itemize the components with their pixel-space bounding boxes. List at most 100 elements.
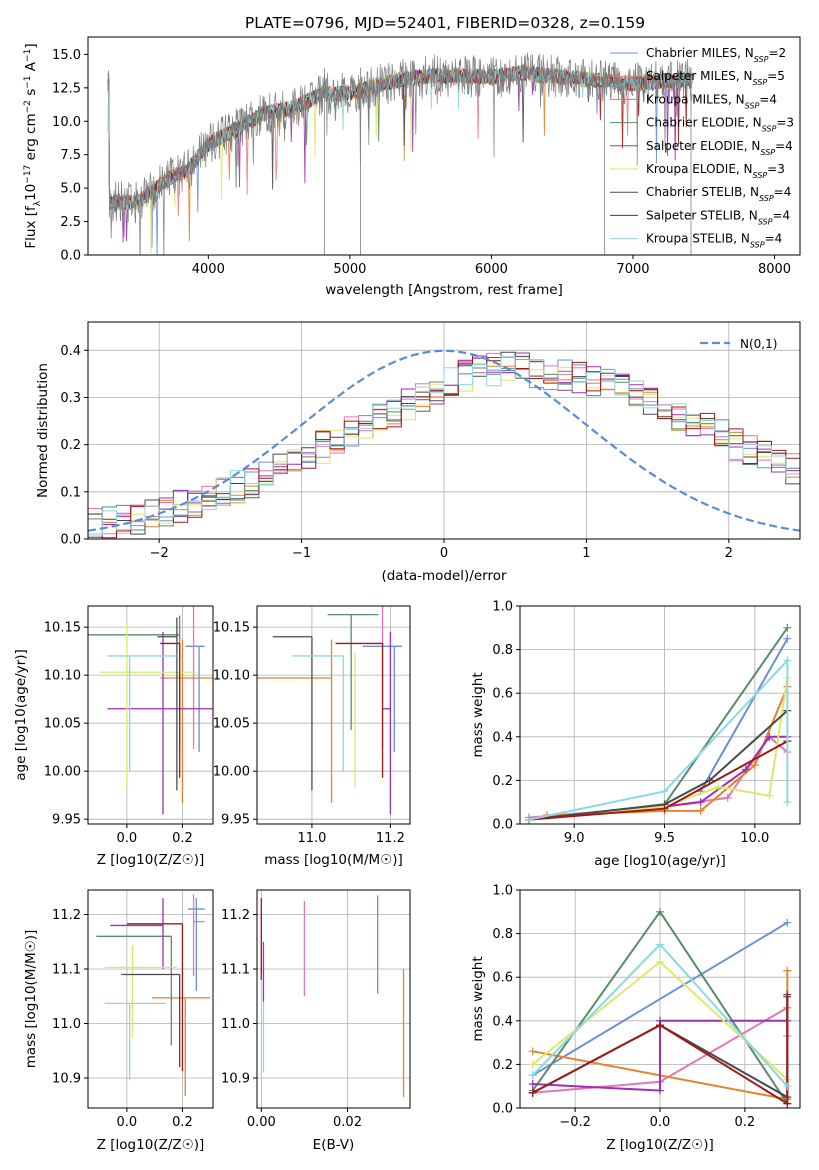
mass-weight-marker: [656, 907, 664, 916]
y-tick-label: 11.2: [221, 908, 250, 923]
legend-entry: Kroupa STELIB, NSSP=4: [646, 232, 782, 250]
y-tick-label: 11.1: [52, 963, 81, 978]
mass-weight-line: [532, 921, 788, 1077]
spectrum-panel: 4000 5000 6000 7000 8000 0.0 2.5 5.0 7.5 10.0 12.5…: [23, 36, 801, 298]
legend-entry: Salpeter MILES, NSSP=5: [646, 69, 785, 87]
x-tick-label: −1: [292, 546, 311, 561]
y-axis-label: Normed distribution: [35, 363, 51, 498]
y-tick-label: 10.05: [44, 717, 81, 732]
y-tick-label: 0.2: [492, 774, 513, 789]
axes-frame: [87, 889, 214, 1109]
x-tick-label: 0.2: [172, 1115, 193, 1130]
legend-entry: Chabrier MILES, NSSP=2: [646, 46, 786, 64]
y-tick-label: 2.5: [60, 215, 81, 230]
legend-entry: Kroupa MILES, NSSP=4: [646, 92, 777, 110]
residual-histogram-line: [88, 356, 800, 539]
mass-weight-marker: [660, 804, 669, 813]
legend-entry: Salpeter STELIB, NSSP=4: [646, 208, 790, 226]
x-tick-label: 0.0: [650, 1115, 671, 1130]
y-tick-label: 12.5: [52, 81, 81, 96]
y-tick-label: 0.0: [60, 249, 81, 264]
x-axis-label: Z [log10(Z/Z☉)]: [97, 1137, 205, 1153]
massweight_vs_Z-plot-area: [528, 907, 792, 1108]
x-tick-label: 0.2: [172, 831, 193, 846]
y-tick-label: 10.00: [44, 765, 81, 780]
mass-weight-marker: [783, 1099, 792, 1108]
x-tick-label: 0: [440, 546, 448, 561]
x-tick-label: 11.2: [376, 831, 405, 846]
massweight_vs_age-plot-area: [525, 623, 792, 824]
mass-weight-marker: [656, 1021, 664, 1030]
y-tick-label: 11.0: [221, 1017, 250, 1032]
y-tick-label: 10.10: [44, 669, 81, 684]
y-tick-label: 9.95: [221, 813, 250, 828]
x-tick-label: 8000: [758, 262, 791, 277]
y-tick-label: 1.0: [492, 600, 513, 615]
x-axis-label: Z [log10(Z/Z☉)]: [97, 852, 205, 868]
x-tick-label: 11.0: [297, 831, 326, 846]
mass-weight-marker: [528, 1060, 537, 1069]
y-tick-label: 7.5: [60, 148, 81, 163]
massweight_vs_age-panel: 9.0 9.5 10.0 0.0 0.2 0.4 0.6 0.8 1.0 age [log10(a…: [470, 600, 801, 869]
age_vs_Z-panel: 0.0 0.2 9.95 10.00 10.05 10.10 10.15 Z [log10(Z…: [13, 605, 214, 868]
residual-histogram-line: [88, 351, 800, 535]
x-tick-label: 9.5: [654, 831, 675, 846]
y-tick-label: 9.95: [52, 813, 81, 828]
y-tick-label: 0.2: [492, 1058, 513, 1073]
mass-weight-marker: [750, 761, 759, 770]
x-axis-label: mass [log10(M/M☉)]: [264, 852, 403, 868]
y-tick-label: 10.9: [52, 1072, 81, 1087]
mass-weight-marker: [528, 1071, 537, 1080]
axes-frame: [519, 605, 801, 825]
spectrum-plot-area: [107, 52, 693, 255]
legend-entry: Chabrier STELIB, NSSP=4: [646, 185, 791, 203]
x-tick-label: 5000: [333, 262, 366, 277]
mass_vs_Z-plot-area: [96, 894, 211, 1097]
mass-weight-marker: [783, 634, 792, 643]
mass-weight-marker: [656, 957, 664, 966]
massweight_vs_Z-panel: −0.2 0.0 0.2 0.0 0.2 0.4 0.6 0.8 1.0 Z [log10(Z/Z…: [470, 884, 801, 1153]
mass-weight-marker: [783, 992, 792, 1001]
mass-weight-marker: [783, 966, 792, 975]
y-tick-label: 0.0: [60, 533, 81, 548]
axes-frame: [87, 605, 214, 825]
mass-weight-line: [528, 709, 789, 821]
legend-entry: Chabrier ELODIE, NSSP=3: [646, 116, 794, 134]
mass-weight-marker: [723, 793, 732, 802]
mass-weight-line: [532, 996, 789, 1106]
y-tick-label: 0.4: [60, 344, 81, 359]
y-tick-label: 0.3: [60, 391, 81, 406]
mass_vs_Z-panel: 0.0 0.2 10.9 11.0 11.1 11.2 Z [log10(Z/Z☉)] mas…: [23, 889, 214, 1153]
observed-spectrum-line: [107, 52, 693, 255]
residual-histogram-line: [88, 356, 800, 536]
residual-histogram-line: [88, 360, 800, 534]
mass-weight-marker: [783, 656, 792, 665]
axes-frame: [256, 889, 411, 1109]
axes-frame: [87, 36, 801, 256]
y-tick-label: 0.2: [60, 438, 81, 453]
y-axis-label: mass weight: [470, 956, 486, 1041]
residual-histogram-line: [88, 352, 800, 535]
y-tick-label: 0.1: [60, 485, 81, 500]
y-tick-label: 0.0: [492, 1102, 513, 1117]
x-tick-label: 9.0: [564, 831, 585, 846]
mass-weight-marker: [783, 623, 792, 632]
mass-weight-marker: [660, 787, 669, 796]
gaussian-curve: [88, 349, 800, 532]
x-tick-label: 10.0: [740, 831, 769, 846]
figure-title: PLATE=0796, MJD=52401, FIBERID=0328, z=0…: [245, 14, 645, 32]
x-axis-label: (data-model)/error: [381, 568, 507, 584]
age_vs_Z-plot-area: [88, 606, 213, 815]
mass-weight-marker: [783, 798, 792, 807]
y-tick-label: 0.6: [492, 687, 513, 702]
legend-entry: Salpeter ELODIE, NSSP=4: [646, 139, 793, 157]
y-tick-label: 0.8: [492, 927, 513, 942]
mass-weight-marker: [765, 732, 774, 741]
y-tick-label: 15.0: [52, 48, 81, 63]
x-tick-label: −2: [150, 546, 169, 561]
x-tick-label: 7000: [616, 262, 649, 277]
residual-histogram-line: [88, 352, 800, 539]
y-tick-label: 0.4: [492, 730, 513, 745]
mass-weight-marker: [528, 1088, 537, 1097]
